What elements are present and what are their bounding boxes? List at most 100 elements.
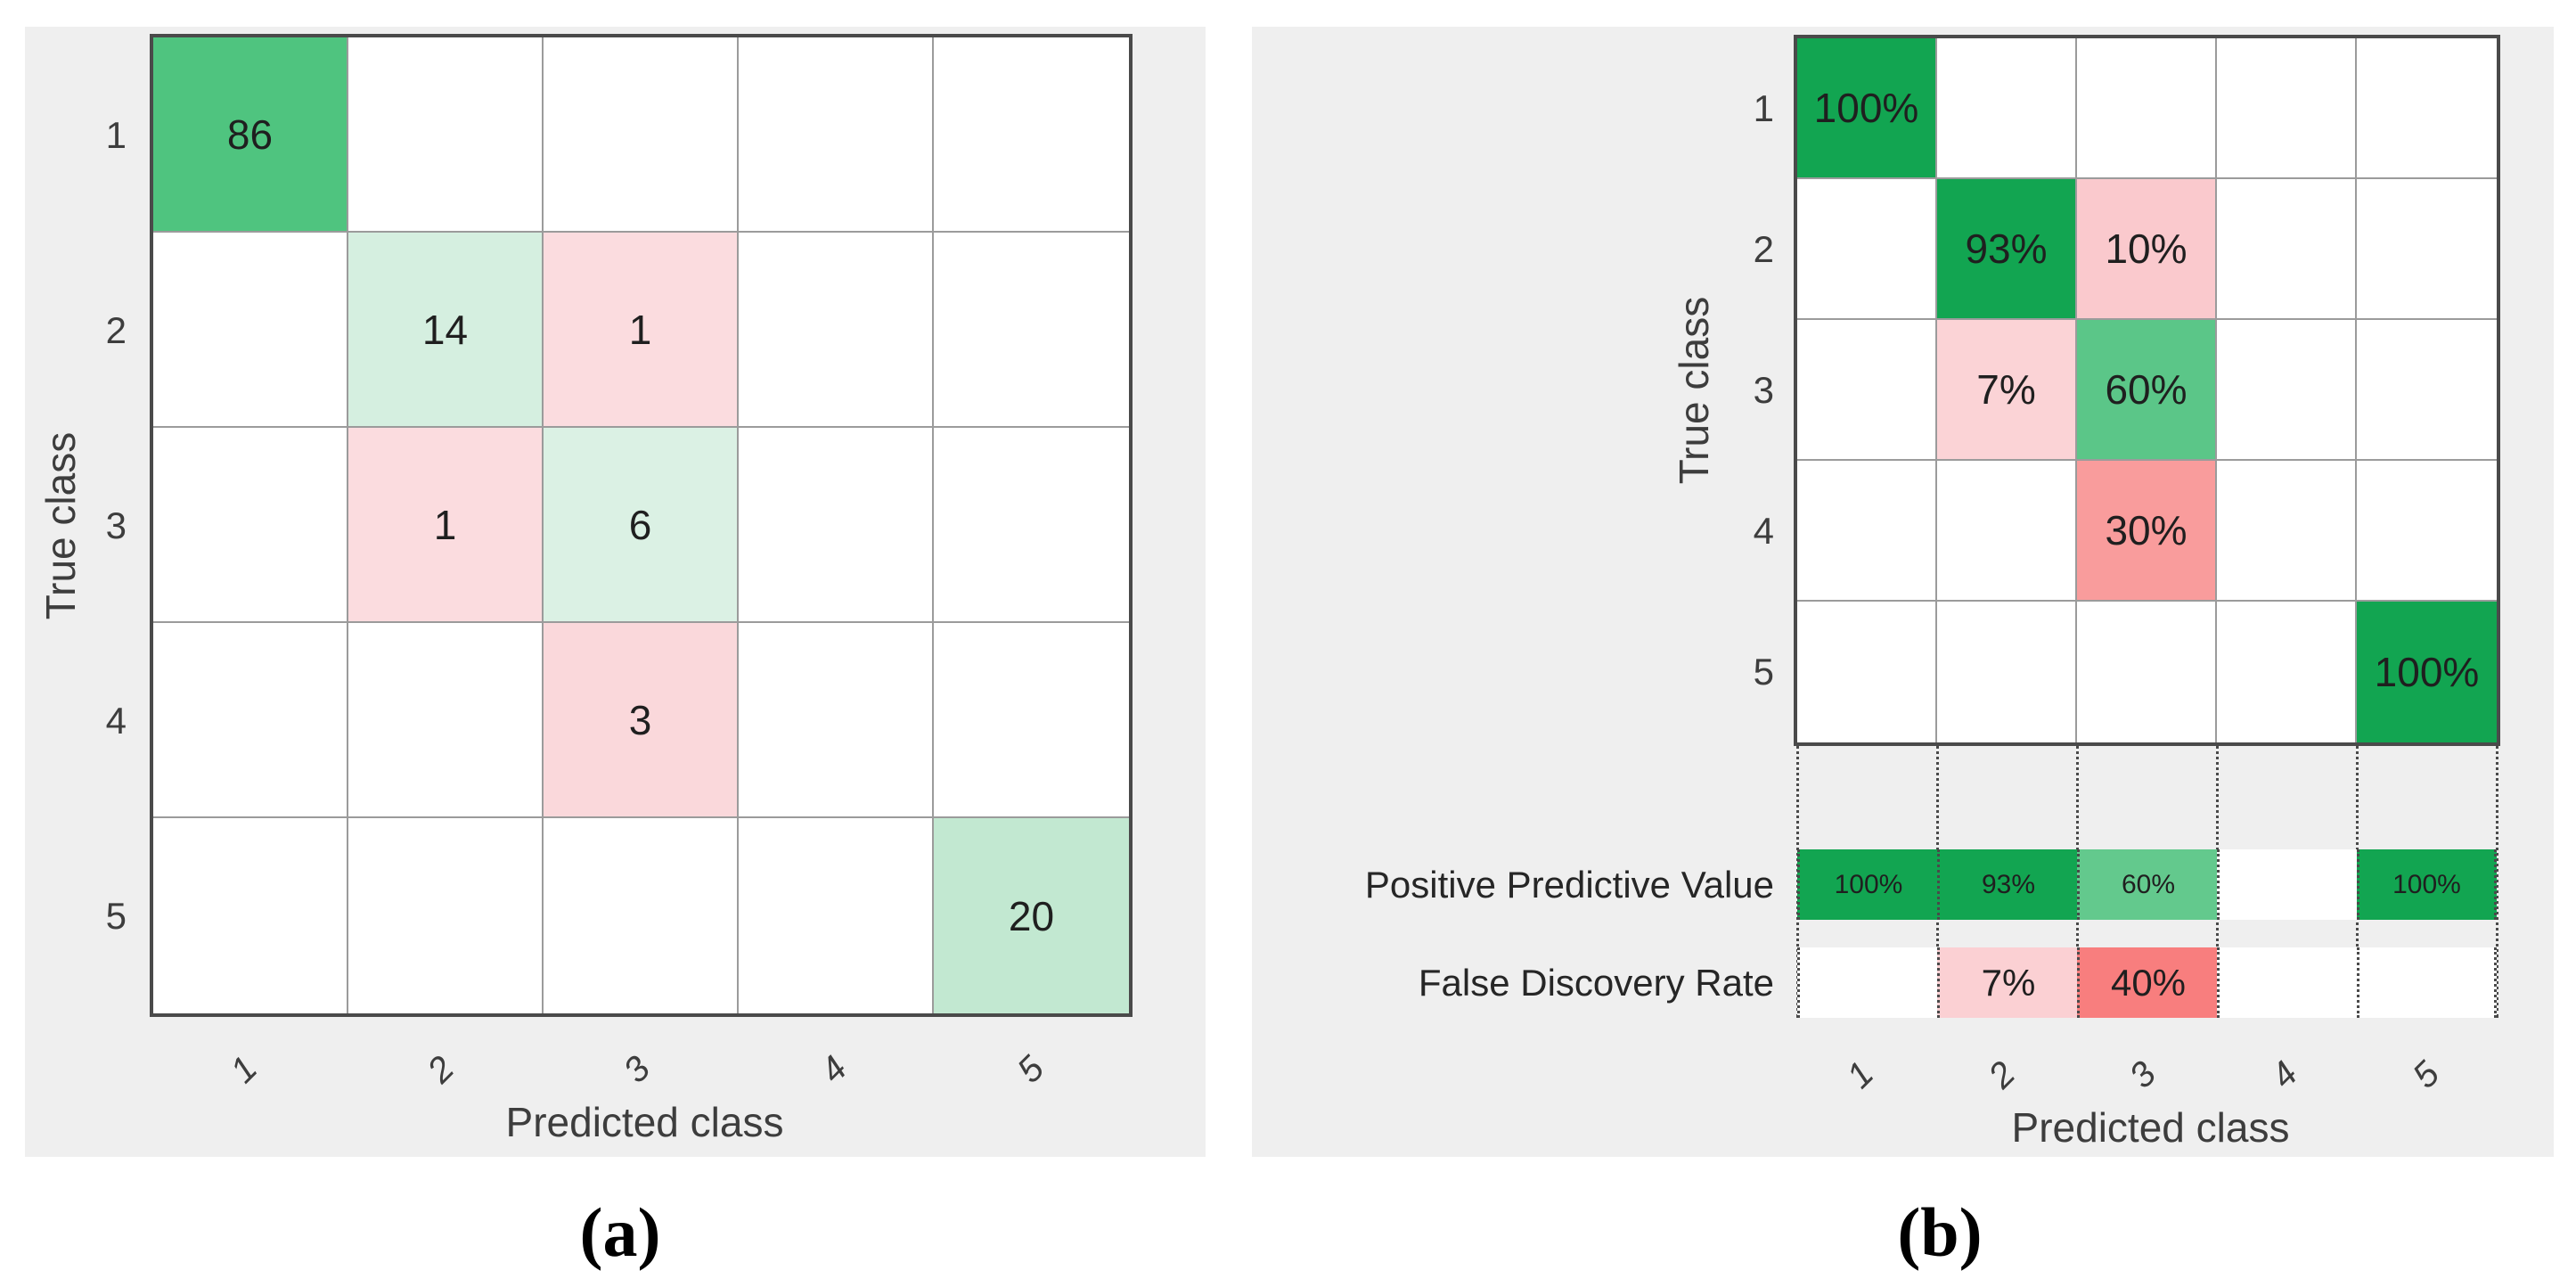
- matrix-cell-a-r3-c5: [934, 428, 1129, 623]
- y-axis-ticks-b: 1 2 3 4 5: [1644, 38, 1787, 742]
- x-tick-label: 1: [223, 1048, 266, 1091]
- matrix-cell-b-r1-c1: 100%: [1797, 38, 1937, 179]
- x-tick-label: 5: [2404, 1053, 2447, 1096]
- matrix-cell-b-r3-c3: 60%: [2077, 320, 2217, 461]
- matrix-cell-a-r1-c5: [934, 37, 1129, 233]
- matrix-cell-a-r3-c1: [153, 428, 348, 623]
- matrix-cell-a-r5-c2: [348, 818, 544, 1013]
- matrix-cell-b-r3-c5: [2357, 320, 2497, 461]
- y-tick-label: 4: [105, 699, 127, 742]
- matrix-cell-b-r4-c3: 30%: [2077, 461, 2217, 602]
- summary-cell-c5: 100%: [2357, 849, 2497, 920]
- confusion-grid-a: 86 14 1 1 6 3 20: [150, 34, 1133, 1017]
- x-tick-label: 3: [616, 1048, 658, 1091]
- subfigure-caption-a: (a): [579, 1193, 661, 1271]
- y-axis-label-b: True class: [1671, 296, 1717, 485]
- x-tick-label: 2: [420, 1048, 462, 1091]
- x-tick-label: 5: [1009, 1048, 1051, 1091]
- matrix-cell-a-r5-c5: 20: [934, 818, 1129, 1013]
- matrix-cell-b-r2-c2: 93%: [1937, 179, 2077, 320]
- matrix-cell-a-r3-c2: 1: [348, 428, 544, 623]
- summary-cell-c4: [2217, 947, 2357, 1018]
- summary-cell-c5: [2357, 947, 2497, 1018]
- matrix-cell-a-r2-c3: 1: [544, 233, 739, 428]
- matrix-cell-b-r2-c5: [2357, 179, 2497, 320]
- matrix-cell-a-r2-c4: [739, 233, 934, 428]
- matrix-cell-a-r4-c5: [934, 623, 1129, 818]
- x-tick-label: 2: [1981, 1053, 2023, 1096]
- y-tick-label: 3: [105, 504, 127, 546]
- dotted-column-guide: [2496, 745, 2498, 1018]
- y-tick-label: 2: [105, 308, 127, 351]
- y-tick-label: 4: [1753, 510, 1774, 552]
- summary-cell-c3: 40%: [2077, 947, 2217, 1018]
- x-axis-label-b: Predicted class: [2011, 1104, 2290, 1151]
- matrix-cell-b-r4-c5: [2357, 461, 2497, 602]
- matrix-cell-b-r3-c1: [1797, 320, 1937, 461]
- x-tick-label: 1: [1839, 1053, 1882, 1096]
- matrix-cell-a-r2-c5: [934, 233, 1129, 428]
- matrix-cell-b-r4-c4: [2217, 461, 2357, 602]
- ppv-row-label: Positive Predictive Value: [1364, 863, 1774, 906]
- matrix-cell-a-r5-c3: [544, 818, 739, 1013]
- matrix-cell-a-r1-c2: [348, 37, 544, 233]
- summary-cell-c3: 60%: [2077, 849, 2217, 920]
- matrix-cell-a-r4-c2: [348, 623, 544, 818]
- matrix-cell-b-r4-c1: [1797, 461, 1937, 602]
- matrix-cell-b-r2-c3: 10%: [2077, 179, 2217, 320]
- summary-cell-c1: [1797, 947, 1937, 1018]
- matrix-cell-b-r1-c2: [1937, 38, 2077, 179]
- matrix-cell-a-r5-c4: [739, 818, 934, 1013]
- matrix-cell-b-r1-c4: [2217, 38, 2357, 179]
- matrix-cell-a-r3-c4: [739, 428, 934, 623]
- matrix-cell-b-r4-c2: [1937, 461, 2077, 602]
- x-axis-label-a: Predicted class: [505, 1099, 784, 1145]
- matrix-cell-b-r5-c3: [2077, 602, 2217, 742]
- summary-cell-c1: 100%: [1797, 849, 1937, 920]
- x-axis-ticks-a: 1 2 3 4 5: [153, 1032, 1136, 1107]
- x-axis-ticks-b: 1 2 3 4 5: [1797, 1041, 2504, 1109]
- y-tick-label: 2: [1753, 228, 1774, 270]
- summary-cell-c2: 7%: [1937, 947, 2077, 1018]
- matrix-cell-a-r1-c1: 86: [153, 37, 348, 233]
- matrix-cell-b-r3-c4: [2217, 320, 2357, 461]
- matrix-cell-a-r4-c3: 3: [544, 623, 739, 818]
- matrix-cell-b-r3-c2: 7%: [1937, 320, 2077, 461]
- y-tick-label: 1: [1753, 87, 1774, 129]
- matrix-cell-b-r2-c1: [1797, 179, 1937, 320]
- matrix-cell-a-r4-c4: [739, 623, 934, 818]
- matrix-cell-b-r5-c5: 100%: [2357, 602, 2497, 742]
- subfigure-caption-b: (b): [1897, 1193, 1983, 1271]
- y-tick-label: 5: [105, 894, 127, 937]
- y-axis-label-a: True class: [37, 431, 84, 620]
- y-axis-ticks-a: 1 2 3 4 5: [25, 37, 139, 1013]
- matrix-cell-a-r2-c1: [153, 233, 348, 428]
- matrix-cell-b-r5-c1: [1797, 602, 1937, 742]
- y-tick-label: 1: [105, 113, 127, 156]
- matrix-cell-b-r5-c2: [1937, 602, 2077, 742]
- x-tick-label: 3: [2122, 1053, 2164, 1096]
- fdr-row-label: False Discovery Rate: [1418, 961, 1774, 1004]
- matrix-cell-b-r1-c5: [2357, 38, 2497, 179]
- matrix-cell-a-r1-c3: [544, 37, 739, 233]
- matrix-cell-a-r2-c2: 14: [348, 233, 544, 428]
- fdr-summary-row: 7% 40%: [1797, 947, 2497, 1018]
- y-tick-label: 5: [1753, 651, 1774, 693]
- matrix-cell-b-r5-c4: [2217, 602, 2357, 742]
- matrix-cell-a-r1-c4: [739, 37, 934, 233]
- matrix-cell-a-r3-c3: 6: [544, 428, 739, 623]
- matrix-cell-b-r1-c3: [2077, 38, 2217, 179]
- matrix-cell-a-r4-c1: [153, 623, 348, 818]
- x-tick-label: 4: [2263, 1053, 2306, 1096]
- matrix-cell-b-r2-c4: [2217, 179, 2357, 320]
- summary-cell-c2: 93%: [1937, 849, 2077, 920]
- y-tick-label: 3: [1753, 369, 1774, 411]
- ppv-summary-row: 100% 93% 60% 100%: [1797, 849, 2497, 920]
- x-tick-label: 4: [813, 1048, 855, 1091]
- summary-cell-c4: [2217, 849, 2357, 920]
- confusion-grid-b: 100% 93% 10% 7% 60% 30% 100%: [1794, 35, 2500, 746]
- matrix-cell-a-r5-c1: [153, 818, 348, 1013]
